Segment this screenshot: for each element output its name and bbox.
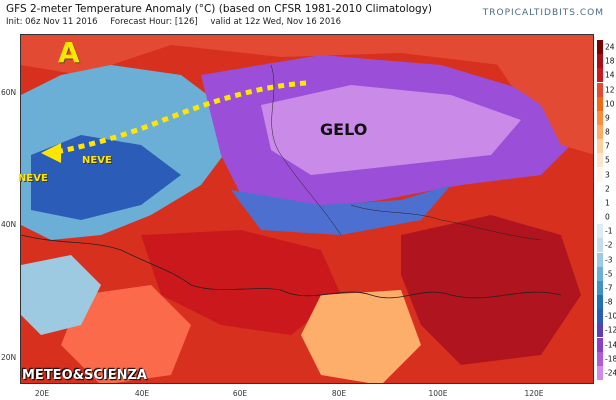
scale-label: 1 [605,198,610,208]
lon-label-120e: 120E [524,389,544,398]
lon-label-20e: 20E [34,389,50,398]
mediterranean-cool [21,255,101,335]
scale-swatch [597,181,603,196]
scale-label: 5 [605,155,610,165]
scale-label: 7 [605,141,610,151]
europe-cold-core [31,135,181,220]
lon-label-100e: 100E [428,389,448,398]
cold-air-arrowhead [41,143,61,163]
forecast-hour: Forecast Hour: [126] [110,17,198,27]
scale-label: -14 [605,340,616,350]
valid-time: valid at 12z Wed, Nov 16 2016 [210,17,342,27]
scale-label: 10 [605,99,615,109]
scale-label: -18 [605,354,616,364]
credit-label: METEO&SCIENZA [22,368,147,383]
scale-label: -2 [605,240,613,250]
scale-swatch [597,224,603,239]
scale-swatch [597,167,603,182]
scale-swatch [597,337,603,352]
scale-label: -1 [605,226,613,236]
scale-swatch [597,323,603,338]
border-line [350,204,542,241]
scale-label: -7 [605,283,613,293]
middle-east-warm [141,230,341,335]
color-scale: 24 18 14 12 10 9 8 7 5 3 2 1 0 -1 -2 -3 -5 -7 -8 -10 -12 -14-… [597,40,616,380]
scale-label: 3 [605,170,610,180]
scale-swatch [597,351,603,366]
scale-swatch [597,96,603,111]
cold-air-arrow-path [50,80,307,156]
scale-swatch [597,54,603,69]
scale-swatch [597,125,603,140]
run-info: Init: 06z Nov 11 2016 Forecast Hour: [12… [6,17,351,27]
lat-label-60n: 60N [1,88,17,97]
scale-label: 0 [605,212,610,222]
scale-swatch [597,309,603,324]
map-title: GFS 2-meter Temperature Anomaly (°C) (ba… [6,3,433,15]
scale-swatch [597,280,603,295]
siberia-frost-core [261,85,521,175]
anomaly-map [21,35,593,383]
scale-swatch [597,153,603,168]
scale-swatch [597,195,603,210]
site-brand[interactable]: TROPICALTIDBITS.COM [482,8,604,18]
scale-label: -12 [605,325,616,335]
lon-label-60e: 60E [232,389,248,398]
header: GFS 2-meter Temperature Anomaly (°C) (ba… [0,0,616,34]
snow-label: NEVE [82,155,112,166]
scale-swatch [597,365,603,380]
arctic-warm-area [21,35,593,75]
map-panel[interactable] [20,34,594,384]
scale-swatch [597,210,603,225]
scale-label: 18 [605,56,615,66]
scale-label: -3 [605,255,613,265]
lat-label-40n: 40N [1,220,17,229]
lat-label-20n: 20N [1,353,17,362]
east-siberia-warm [491,45,593,155]
lon-label-80e: 80E [331,389,347,398]
init-time: Init: 06z Nov 11 2016 [6,17,98,27]
scale-swatch [597,82,603,97]
scale-swatch [597,139,603,154]
scale-swatch [597,68,603,83]
frost-label: GELO [320,120,368,139]
scale-label: 9 [605,113,610,123]
scale-swatch [597,110,603,125]
scale-label: 2 [605,184,610,194]
snow-label: NEVE [18,173,48,184]
scale-swatch [597,238,603,253]
scale-label: 24 [605,42,615,52]
scale-label: 14 [605,70,615,80]
scale-label: -8 [605,297,613,307]
kazakh-cold-area [231,185,451,235]
scale-label: -5 [605,269,613,279]
scale-label: -24 [605,368,616,378]
lon-label-40e: 40E [134,389,150,398]
scale-swatch [597,252,603,267]
high-pressure-label: A [58,36,80,69]
border-line [270,64,342,236]
india-mild [301,290,421,383]
scale-label: 8 [605,127,610,137]
arabia-warm [61,285,191,383]
scale-label: -10 [605,311,616,321]
scale-label: 12 [605,85,615,95]
china-warm-core [401,215,581,365]
coastline [21,234,562,299]
scale-swatch [597,295,603,310]
scale-swatch [597,40,603,55]
scale-swatch [597,266,603,281]
